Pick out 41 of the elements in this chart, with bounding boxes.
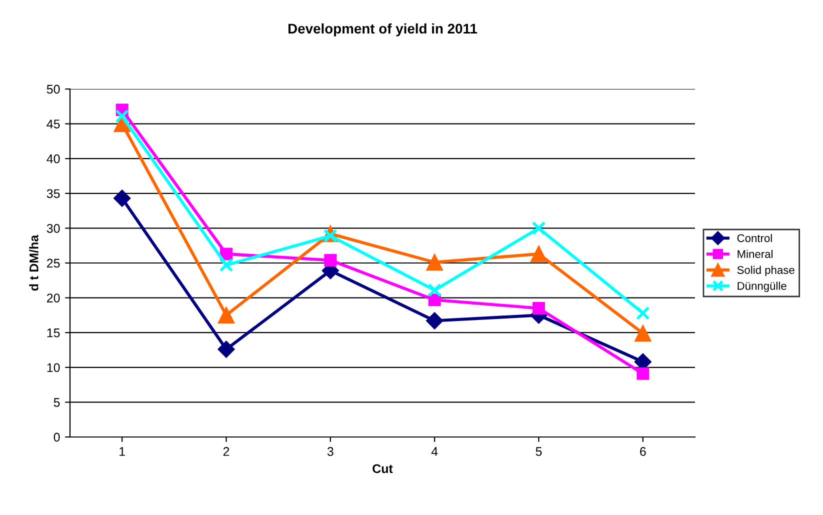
y-axis-title: d t DM/ha <box>29 234 38 291</box>
point <box>426 254 443 271</box>
point <box>530 246 548 262</box>
point <box>218 306 235 324</box>
y-tick-label: 25 <box>47 258 60 268</box>
x-tick-label: 1 <box>120 447 125 456</box>
x-axis-title: Cut <box>372 464 393 474</box>
y-tick-label: 50 <box>46 84 60 94</box>
y-tick-label: 15 <box>47 328 60 338</box>
y-tick-label: 10 <box>47 363 60 372</box>
point <box>636 306 650 320</box>
y-tick-label: 5 <box>54 398 60 407</box>
point <box>428 283 442 298</box>
point <box>219 258 234 272</box>
point <box>634 324 652 342</box>
y-tick-label: 20 <box>47 294 60 302</box>
y-tick-label: 0 <box>54 432 60 442</box>
point <box>636 367 650 380</box>
x-tick-label: 2 <box>223 447 230 456</box>
point <box>426 312 444 330</box>
y-tick-label: 30 <box>46 224 60 233</box>
point <box>428 294 441 306</box>
y-tick-label: 35 <box>46 189 60 198</box>
legend-label: Control <box>737 234 772 242</box>
x-tick-label: 3 <box>327 447 334 456</box>
point <box>324 254 337 266</box>
point <box>218 340 235 358</box>
legend-label: Mineral <box>738 250 772 258</box>
point <box>532 302 545 314</box>
point <box>114 190 131 207</box>
legend-label: Solid phase <box>737 266 794 276</box>
y-tick-label: 40 <box>46 154 60 164</box>
chart-title: Development of yield in 2011 <box>288 23 478 36</box>
x-tick-label: 5 <box>536 447 542 456</box>
x-tick-label: 4 <box>431 447 438 456</box>
x-tick-label: 6 <box>640 447 646 456</box>
point <box>115 109 130 124</box>
point <box>220 248 232 260</box>
legend-label: Dünngülle <box>738 282 786 292</box>
point <box>532 221 546 236</box>
y-tick-label: 45 <box>46 120 60 128</box>
